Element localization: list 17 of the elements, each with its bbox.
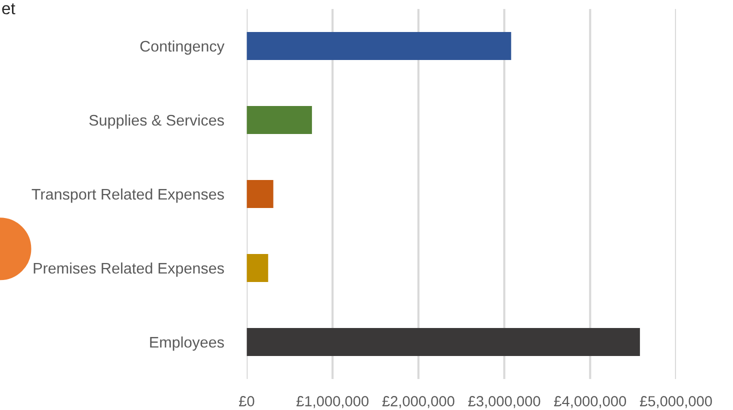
bar	[246, 32, 512, 60]
y-tick-label: Transport Related Expenses	[32, 188, 224, 203]
x-tick-label: £2,000,000	[382, 396, 454, 408]
y-tick-label: Contingency	[140, 40, 224, 55]
x-tick-label: £0	[239, 396, 254, 406]
x-tick-label: £3,000,000	[468, 396, 540, 408]
bar	[246, 254, 268, 282]
bar	[246, 106, 312, 134]
x-tick-label: £1,000,000	[296, 396, 368, 408]
x-tick-label: £5,000,000	[640, 396, 712, 408]
y-tick-label: Premises Related Expenses	[34, 262, 224, 277]
bar	[246, 180, 274, 208]
text: et	[2, 3, 16, 14]
y-tick-label: Employees	[150, 336, 224, 351]
y-tick-label: Supplies & Services	[89, 114, 224, 129]
bar	[246, 328, 640, 356]
x-tick-label: £4,000,000	[554, 396, 626, 408]
